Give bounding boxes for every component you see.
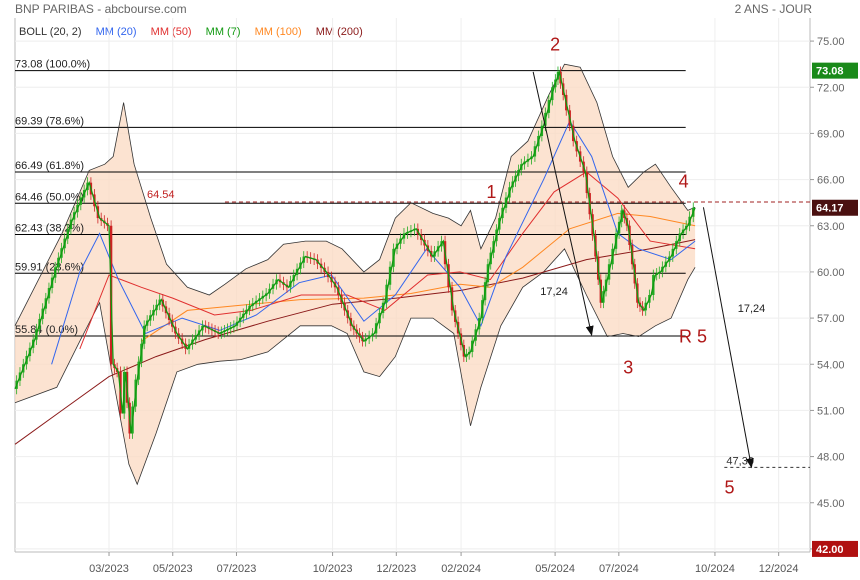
wave-label: R 5 bbox=[679, 327, 707, 347]
x-tick-label: 03/2023 bbox=[89, 563, 129, 575]
y-tick-label: 45.00 bbox=[817, 498, 845, 510]
x-tick-label: 02/2024 bbox=[441, 563, 481, 575]
low-price-badge-box bbox=[812, 540, 858, 557]
y-tick-label: 54.00 bbox=[817, 359, 845, 371]
y-tick-label: 51.00 bbox=[817, 405, 845, 417]
wave-label: 4 bbox=[679, 171, 689, 191]
y-tick-label: 57.00 bbox=[817, 313, 845, 325]
high-price-badge-text: 73.08 bbox=[816, 66, 844, 78]
y-tick-label: 75.00 bbox=[817, 36, 845, 48]
y-tick-label: 69.00 bbox=[817, 128, 845, 140]
legend-mm50: MM (50) bbox=[150, 26, 192, 38]
wave-label: 2 bbox=[550, 34, 560, 54]
projection-arrow-1 bbox=[532, 71, 594, 336]
last-price-badge-box bbox=[812, 199, 858, 216]
bollinger-lower-line bbox=[14, 248, 696, 486]
x-tick-label: 10/2024 bbox=[695, 563, 735, 575]
fibonacci-level-label: 66.49 (61.8%) bbox=[15, 160, 84, 172]
mm100-line bbox=[141, 212, 696, 342]
mm200-line bbox=[14, 239, 696, 445]
projection-arrow-2 bbox=[702, 207, 754, 469]
legend-boll: BOLL (20, 2) bbox=[19, 26, 82, 38]
chart-title: BNP PARIBAS - abcbourse.com bbox=[15, 2, 187, 16]
low-price-badge-text: 42.00 bbox=[816, 544, 844, 556]
projection-label-2: 17,24 bbox=[738, 303, 766, 315]
mm20-line bbox=[51, 120, 696, 365]
chart-period: 2 ANS - JOUR bbox=[734, 2, 812, 16]
indicator-legend: BOLL (20, 2) MM (20) MM (50) MM (7) MM (… bbox=[19, 26, 374, 38]
fibonacci-level-label: 64.46 (50.0%) bbox=[15, 191, 84, 203]
legend-mm7: MM (7) bbox=[205, 26, 241, 38]
projection-label-1: 17,24 bbox=[540, 286, 568, 298]
wave-label: 1 bbox=[486, 182, 496, 202]
y-tick-label: 60.00 bbox=[817, 267, 845, 279]
high-price-badge-box bbox=[812, 62, 858, 79]
legend-mm100: MM (100) bbox=[254, 26, 302, 38]
bollinger-band-fill bbox=[15, 64, 696, 485]
fibonacci-level-label: 55.84 (0.0%) bbox=[15, 324, 78, 336]
fibonacci-level-label: 73.08 (100.0%) bbox=[15, 59, 90, 71]
resistance-label: 64.54 bbox=[147, 189, 175, 201]
bollinger-upper-line bbox=[14, 63, 696, 326]
x-tick-label: 07/2023 bbox=[217, 563, 257, 575]
legend-mm200: MM (200) bbox=[315, 26, 363, 38]
wave-label: 3 bbox=[623, 357, 633, 377]
fibonacci-level-label: 69.39 (78.6%) bbox=[15, 115, 84, 127]
last-price-badge-text: 64.17 bbox=[816, 203, 844, 215]
y-tick-label: 63.00 bbox=[817, 221, 845, 233]
mm7-price-line bbox=[14, 69, 696, 434]
mm50-line bbox=[79, 171, 696, 350]
y-tick-label: 66.00 bbox=[817, 175, 845, 187]
x-tick-label: 12/2024 bbox=[759, 563, 799, 575]
fibonacci-level-label: 59.91 (23.6%) bbox=[15, 261, 84, 273]
legend-mm20: MM (20) bbox=[95, 26, 137, 38]
x-tick-label: 12/2023 bbox=[376, 563, 416, 575]
x-tick-label: 10/2023 bbox=[313, 563, 353, 575]
y-tick-label: 72.00 bbox=[817, 82, 845, 94]
x-tick-label: 05/2024 bbox=[535, 563, 575, 575]
wave-label: 5 bbox=[725, 478, 735, 498]
y-tick-label: 48.00 bbox=[817, 452, 845, 464]
x-tick-label: 07/2024 bbox=[599, 563, 639, 575]
x-tick-label: 05/2023 bbox=[153, 563, 193, 575]
